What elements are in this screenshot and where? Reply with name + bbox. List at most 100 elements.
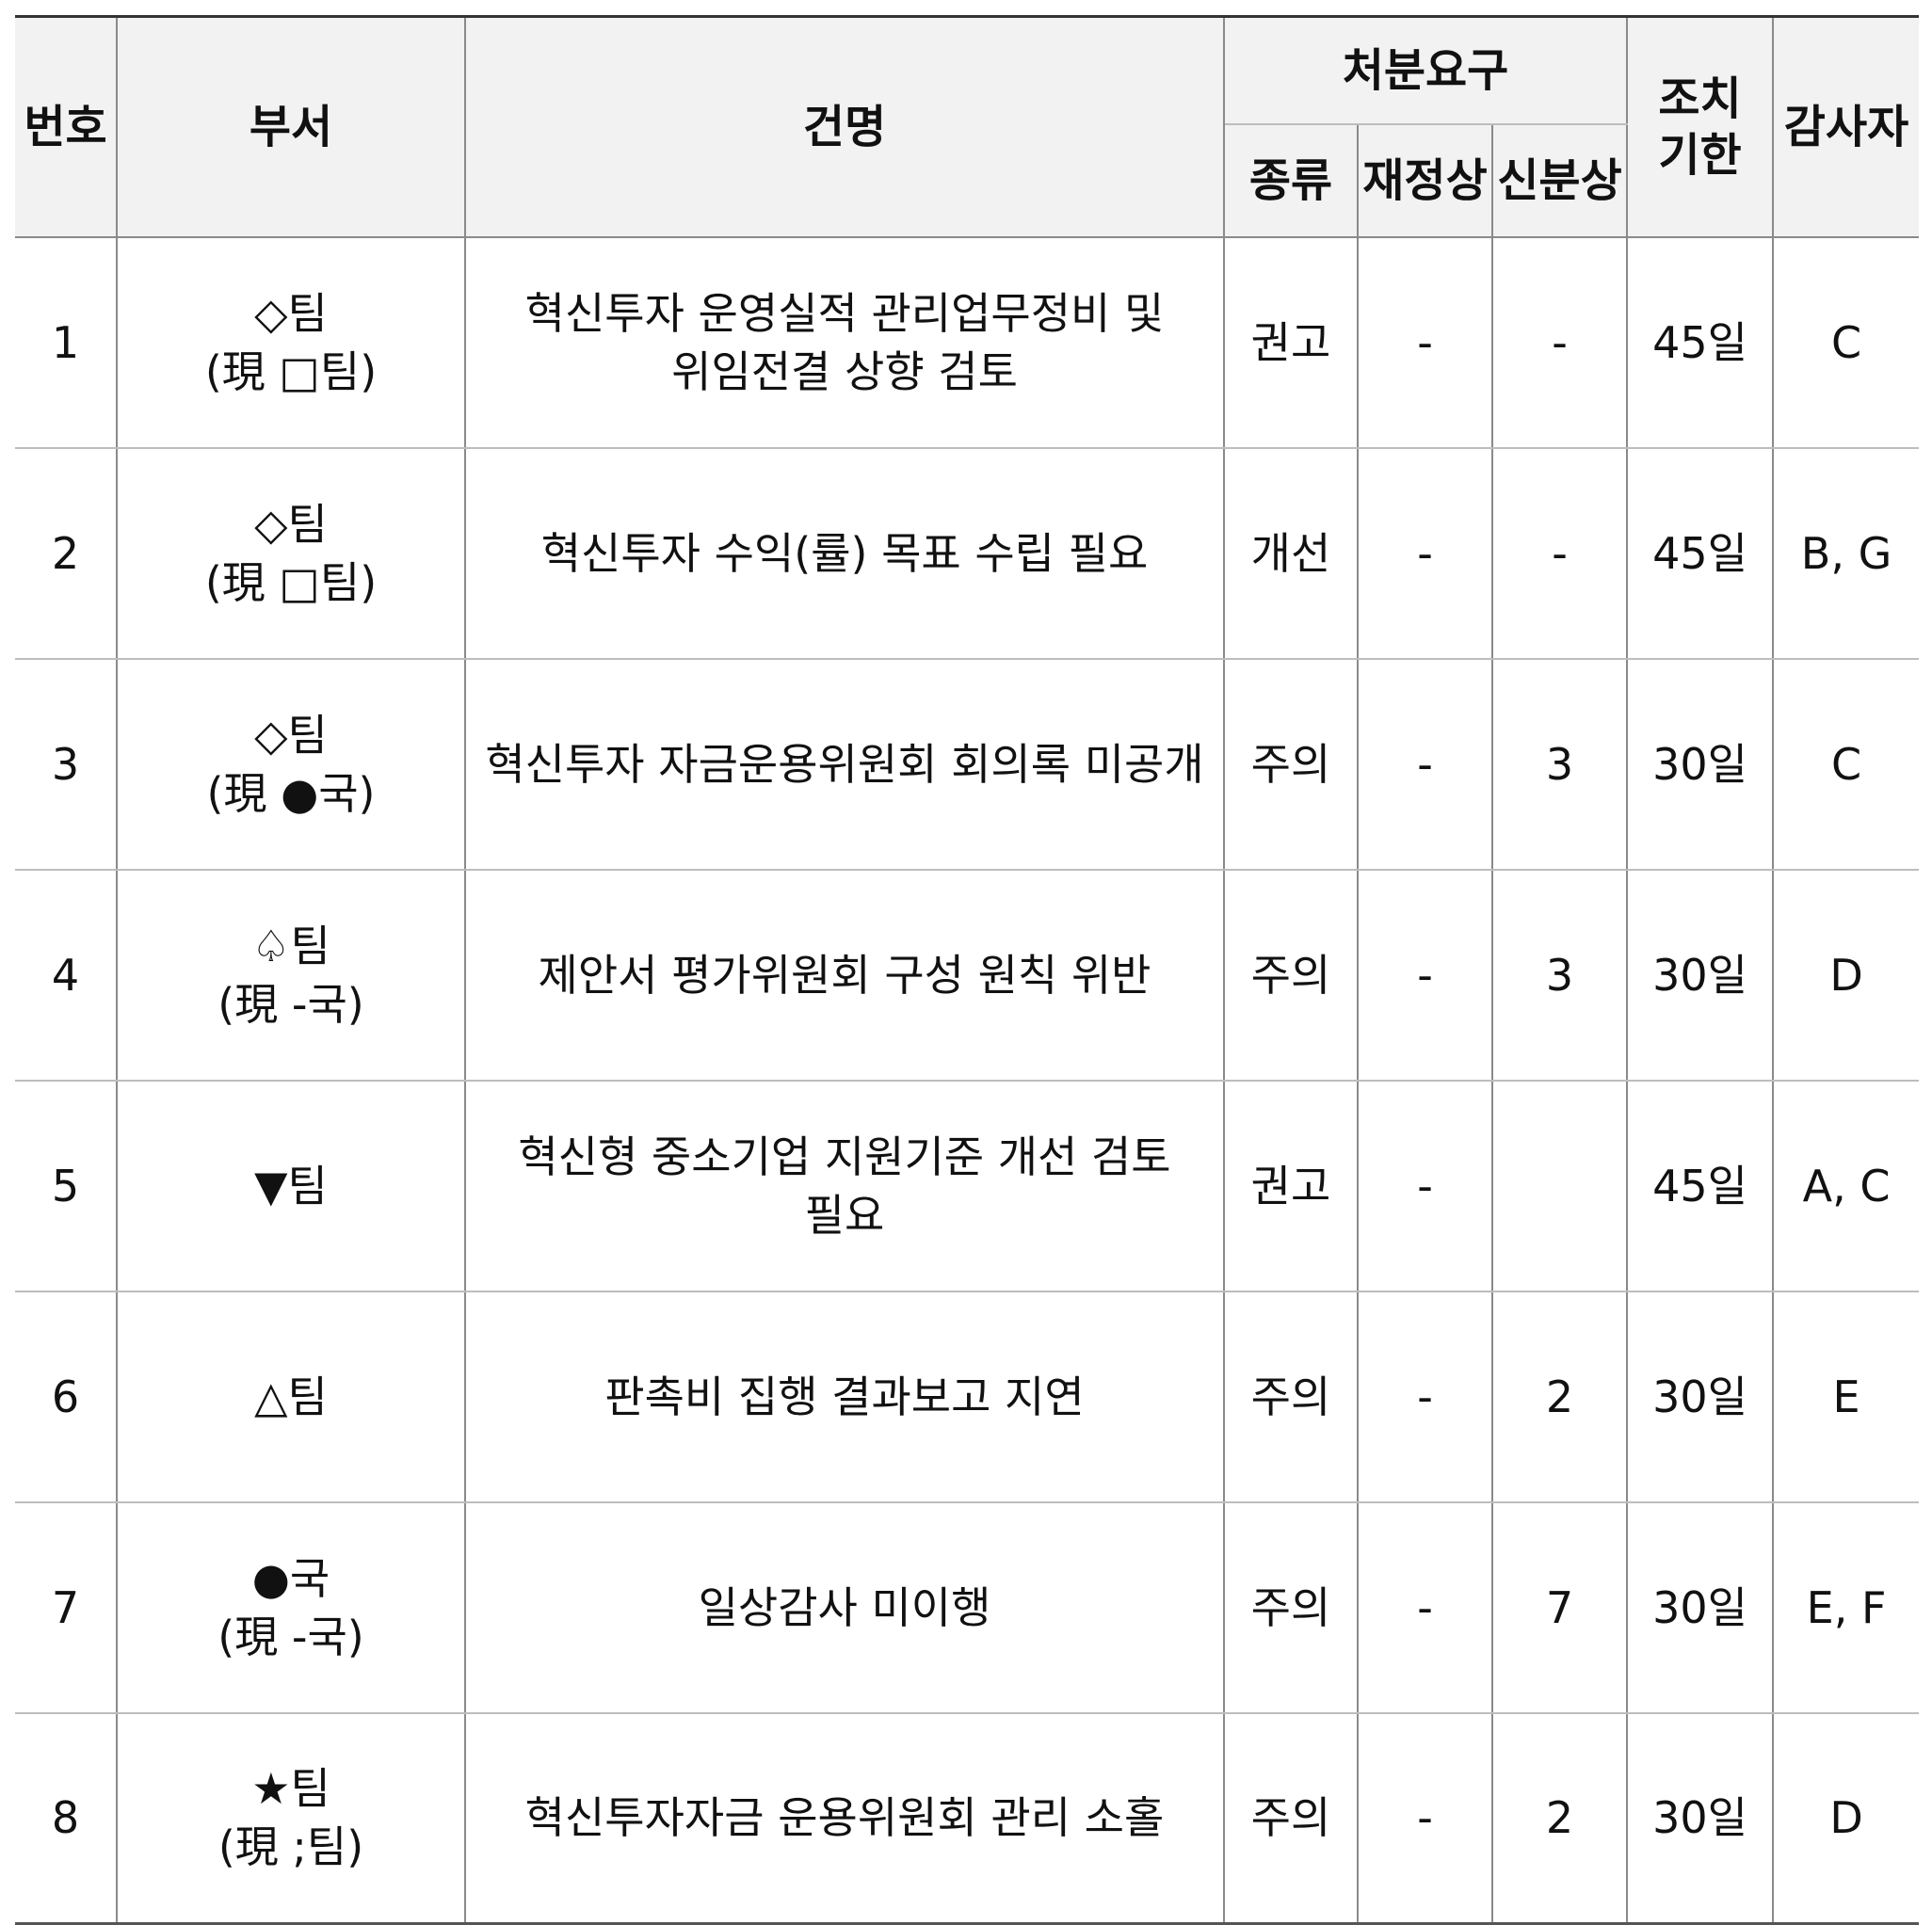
- cell-dept-line: (現 ;팀): [217, 1821, 364, 1873]
- cell-dept-line: ●국: [251, 1552, 330, 1604]
- cell-type: 개선: [1223, 447, 1359, 660]
- cell-auditor: B, G: [1772, 447, 1920, 660]
- cell-dept: ●국 (現 -국): [116, 1501, 466, 1714]
- cell-title-line: 혁신투자 운영실적 관리업무정비 및: [524, 287, 1165, 339]
- cell-type: 권고: [1223, 236, 1359, 449]
- cell-deadline: 30일: [1626, 869, 1775, 1082]
- cell-dept: ◇팀 (現 □팀): [116, 236, 466, 449]
- cell-dept-line: ◇팀: [254, 287, 328, 339]
- table-row: 2 ◇팀 (現 □팀) 혁신투자 수익(률) 목표 수립 필요 개선 - -45일 B, G: [15, 447, 1920, 660]
- table-row: 7 ●국 (現 -국) 일상감사 미이행 주의 -7 30일 E, F: [15, 1501, 1920, 1714]
- header-deadline-line: 기한: [1658, 128, 1742, 182]
- cell-dept: △팀: [116, 1291, 466, 1503]
- cell-dept-line: ★팀: [251, 1763, 330, 1815]
- cell-deadline: 30일: [1626, 1712, 1775, 1925]
- cell-type: 주의: [1223, 869, 1359, 1082]
- cell-dept-line: (現 □팀): [204, 345, 378, 397]
- cell-type: 주의: [1223, 1712, 1359, 1925]
- header-financial: 재정상: [1357, 123, 1493, 238]
- cell-personnel: -: [1490, 447, 1629, 660]
- cell-dept: ◇팀 (現 ●국): [116, 658, 466, 871]
- table-row: 3 ◇팀 (現 ●국) 혁신투자 자금운용위원회 회의록 미공개 주의 -3 30일 C: [15, 658, 1920, 871]
- cell-auditor: C: [1772, 236, 1920, 449]
- cell-title-line: 혁신투자자금 운용위원회 관리 소홀: [524, 1792, 1165, 1844]
- header-dept: 부서: [116, 15, 466, 238]
- header-no: 번호: [15, 15, 118, 238]
- cell-title: 혁신형 중소기업 지원기준 개선 검토 필요: [464, 1080, 1225, 1292]
- header-title: 건명: [464, 15, 1225, 238]
- cell-deadline: 45일: [1626, 1080, 1775, 1292]
- cell-type: 주의: [1223, 1501, 1359, 1714]
- table-row: 5 ▼팀 혁신형 중소기업 지원기준 개선 검토 필요 권고 -45일 A, C: [15, 1080, 1920, 1292]
- cell-type: 권고: [1223, 1080, 1359, 1292]
- cell-no: 2: [15, 447, 118, 660]
- cell-title: 혁신투자자금 운용위원회 관리 소홀: [464, 1712, 1225, 1925]
- cell-personnel: 2: [1490, 1712, 1629, 1925]
- cell-personnel: [1490, 1080, 1629, 1292]
- cell-title-line: 일상감사 미이행: [698, 1581, 991, 1633]
- cell-personnel: 7: [1490, 1501, 1629, 1714]
- cell-title-line: 혁신투자 자금운용위원회 회의록 미공개: [485, 738, 1204, 790]
- cell-financial: -: [1357, 1291, 1493, 1503]
- cell-title: 혁신투자 수익(률) 목표 수립 필요: [464, 447, 1225, 660]
- header-deadline: 조치 기한: [1626, 15, 1775, 238]
- cell-auditor: E, F: [1772, 1501, 1920, 1714]
- cell-no: 8: [15, 1712, 118, 1925]
- cell-financial: -: [1357, 447, 1493, 660]
- cell-deadline: 45일: [1626, 447, 1775, 660]
- cell-personnel: 2: [1490, 1291, 1629, 1503]
- table-row: 6 △팀 판촉비 집행 결과보고 지연 주의 -2 30일 E: [15, 1291, 1920, 1503]
- cell-auditor: D: [1772, 1712, 1920, 1925]
- cell-title: 혁신투자 자금운용위원회 회의록 미공개: [464, 658, 1225, 871]
- cell-financial: -: [1357, 869, 1493, 1082]
- header-type: 종류: [1224, 123, 1359, 238]
- cell-dept-line: ◇팀: [254, 498, 328, 550]
- header-disposition: 처분요구: [1222, 15, 1629, 125]
- cell-dept: ♤팀 (現 -국): [116, 869, 466, 1082]
- cell-title-line: 판촉비 집행 결과보고 지연: [604, 1371, 1085, 1422]
- cell-no: 6: [15, 1291, 118, 1503]
- cell-personnel: 3: [1490, 658, 1629, 871]
- cell-deadline: 45일: [1626, 236, 1775, 449]
- cell-personnel: 3: [1490, 869, 1629, 1082]
- cell-type: 주의: [1223, 1291, 1359, 1503]
- cell-no: 5: [15, 1080, 118, 1292]
- table-body: 1 ◇팀 (現 □팀) 혁신투자 운영실적 관리업무정비 및 위임전결 상향 검토 권고 -…: [15, 236, 1920, 1925]
- cell-title-line: 필요: [804, 1189, 885, 1241]
- cell-no: 4: [15, 869, 118, 1082]
- cell-dept-line: (現 □팀): [204, 556, 378, 608]
- header-personnel: 신분상: [1490, 123, 1628, 238]
- cell-title-line: 위임전결 상향 검토: [671, 345, 1018, 397]
- header-deadline-line: 조치: [1658, 72, 1742, 125]
- cell-title: 판촉비 집행 결과보고 지연: [464, 1291, 1225, 1503]
- cell-dept-line: ▼팀: [254, 1160, 328, 1211]
- cell-financial: -: [1357, 1501, 1493, 1714]
- cell-personnel: -: [1490, 236, 1629, 449]
- cell-dept-line: (現 -국): [217, 978, 364, 1030]
- cell-dept: ◇팀 (現 □팀): [116, 447, 466, 660]
- cell-financial: -: [1357, 1712, 1493, 1925]
- cell-deadline: 30일: [1626, 1291, 1775, 1503]
- cell-financial: -: [1357, 658, 1493, 871]
- cell-financial: -: [1357, 1080, 1493, 1292]
- table-row: 8 ★팀 (現 ;팀) 혁신투자자금 운용위원회 관리 소홀 주의 -2 30일 D: [15, 1712, 1920, 1925]
- cell-deadline: 30일: [1626, 658, 1775, 871]
- cell-no: 3: [15, 658, 118, 871]
- cell-dept-line: (現 ●국): [206, 767, 376, 819]
- header-auditor: 감사자: [1772, 15, 1920, 238]
- table-header: 번호 부서 건명 처분요구 조치 기한 감사자 종류 재정상 신분상: [15, 15, 1920, 238]
- cell-type: 주의: [1223, 658, 1359, 871]
- cell-dept-line: △팀: [254, 1371, 328, 1422]
- cell-auditor: E: [1772, 1291, 1920, 1503]
- cell-auditor: C: [1772, 658, 1920, 871]
- cell-dept-line: (現 -국): [217, 1611, 364, 1662]
- cell-dept-line: ♤팀: [251, 920, 330, 971]
- cell-dept: ▼팀: [116, 1080, 466, 1292]
- cell-title: 제안서 평가위원회 구성 원칙 위반: [464, 869, 1225, 1082]
- cell-deadline: 30일: [1626, 1501, 1775, 1714]
- cell-no: 7: [15, 1501, 118, 1714]
- cell-auditor: D: [1772, 869, 1920, 1082]
- table-row: 4 ♤팀 (現 -국) 제안서 평가위원회 구성 원칙 위반 주의 -3 30일 D: [15, 869, 1920, 1082]
- table-row: 1 ◇팀 (現 □팀) 혁신투자 운영실적 관리업무정비 및 위임전결 상향 검토 권고 -…: [15, 236, 1920, 449]
- cell-dept: ★팀 (現 ;팀): [116, 1712, 466, 1925]
